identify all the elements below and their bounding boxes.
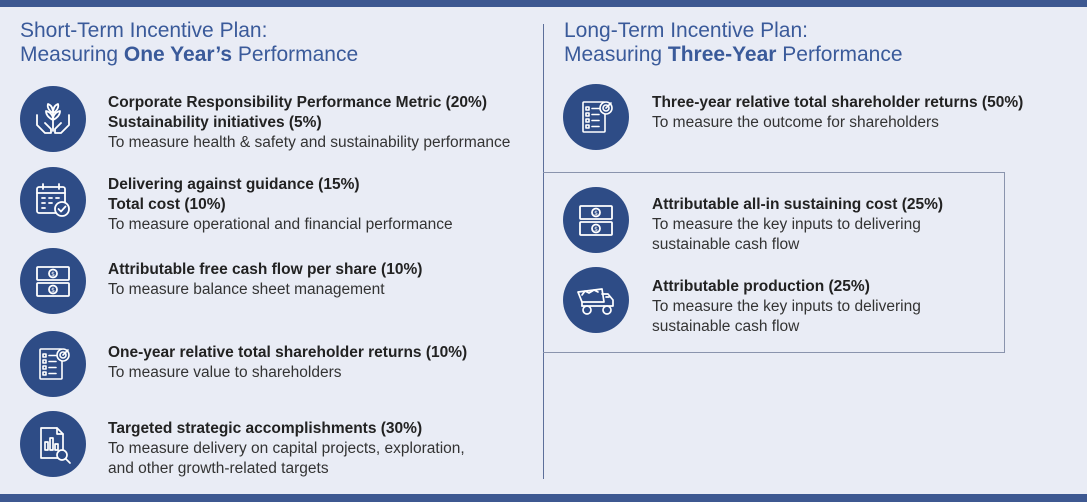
long-item-3-description-line2: sustainable cash flow (652, 318, 800, 335)
svg-text:$: $ (594, 210, 598, 217)
svg-text:$: $ (51, 287, 55, 294)
bottom-border-bar (0, 494, 1087, 502)
short-item-2-subheading: Total cost (10%) (108, 196, 226, 213)
short-item-4-description: To measure value to shareholders (108, 364, 342, 381)
short-item-2-description: To measure operational and financial per… (108, 216, 453, 233)
long-term-title-line1: Long-Term Incentive Plan: (564, 19, 808, 42)
short-item-5-description-line1: To measure delivery on capital projects,… (108, 440, 465, 457)
column-divider (543, 24, 544, 479)
long-item-2-heading: Attributable all-in sustaining cost (25%… (652, 196, 944, 213)
mining-truck-icon (563, 267, 629, 333)
short-term-title-suffix: Performance (232, 43, 359, 66)
long-term-title-suffix: Performance (776, 43, 903, 66)
hands-plant-icon (20, 86, 86, 152)
short-item-1-subheading: Sustainability initiatives (5%) (108, 114, 322, 131)
report-magnifier-icon (20, 411, 86, 477)
short-item-3-description: To measure balance sheet management (108, 281, 385, 298)
long-item-3-description-line1: To measure the key inputs to delivering (652, 298, 921, 315)
short-item-1-text: Corporate Responsibility Performance Met… (108, 93, 510, 153)
short-item-5-description-line2: and other growth-related targets (108, 460, 329, 477)
short-item-4-heading: One-year relative total shareholder retu… (108, 344, 468, 361)
short-term-title-strong: One Year’s (123, 43, 233, 66)
short-term-title-prefix: Measuring (20, 43, 124, 66)
checklist-target-icon (20, 331, 86, 397)
long-item-1-description: To measure the outcome for shareholders (652, 114, 939, 131)
svg-text:$: $ (51, 271, 55, 278)
short-term-title: Short-Term Incentive Plan: Measuring One… (20, 19, 358, 67)
short-item-2-heading: Delivering against guidance (15%) (108, 176, 360, 193)
checklist-target-icon (563, 84, 629, 150)
long-term-title-prefix: Measuring (564, 43, 668, 66)
long-item-1-heading: Three-year relative total shareholder re… (652, 94, 1024, 111)
short-item-5-text: Targeted strategic accomplishments (30%)… (108, 419, 465, 479)
top-border-bar (0, 0, 1087, 7)
svg-text:$: $ (594, 226, 598, 233)
banknotes-icon: $ $ (563, 187, 629, 253)
calendar-check-icon (20, 167, 86, 233)
long-item-2-description-line2: sustainable cash flow (652, 236, 800, 253)
short-item-3-heading: Attributable free cash flow per share (1… (108, 261, 423, 278)
long-item-2-text: Attributable all-in sustaining cost (25%… (652, 195, 943, 255)
banknotes-icon: $ $ (20, 248, 86, 314)
short-item-4-text: One-year relative total shareholder retu… (108, 343, 467, 383)
short-item-5-heading: Targeted strategic accomplishments (30%) (108, 420, 423, 437)
long-term-title-strong: Three-Year (667, 43, 777, 66)
long-item-1-text: Three-year relative total shareholder re… (652, 93, 1023, 133)
ltip-group-box (543, 172, 1005, 353)
short-item-1-description: To measure health & safety and sustainab… (108, 134, 511, 151)
long-item-3-heading: Attributable production (25%) (652, 278, 870, 295)
short-item-1-heading: Corporate Responsibility Performance Met… (108, 94, 487, 111)
short-item-3-text: Attributable free cash flow per share (1… (108, 260, 422, 300)
short-item-2-text: Delivering against guidance (15%) Total … (108, 175, 453, 235)
short-term-title-line1: Short-Term Incentive Plan: (20, 19, 268, 42)
long-item-3-text: Attributable production (25%) To measure… (652, 277, 921, 337)
long-item-2-description-line1: To measure the key inputs to delivering (652, 216, 921, 233)
long-term-title: Long-Term Incentive Plan: Measuring Thre… (564, 19, 903, 67)
